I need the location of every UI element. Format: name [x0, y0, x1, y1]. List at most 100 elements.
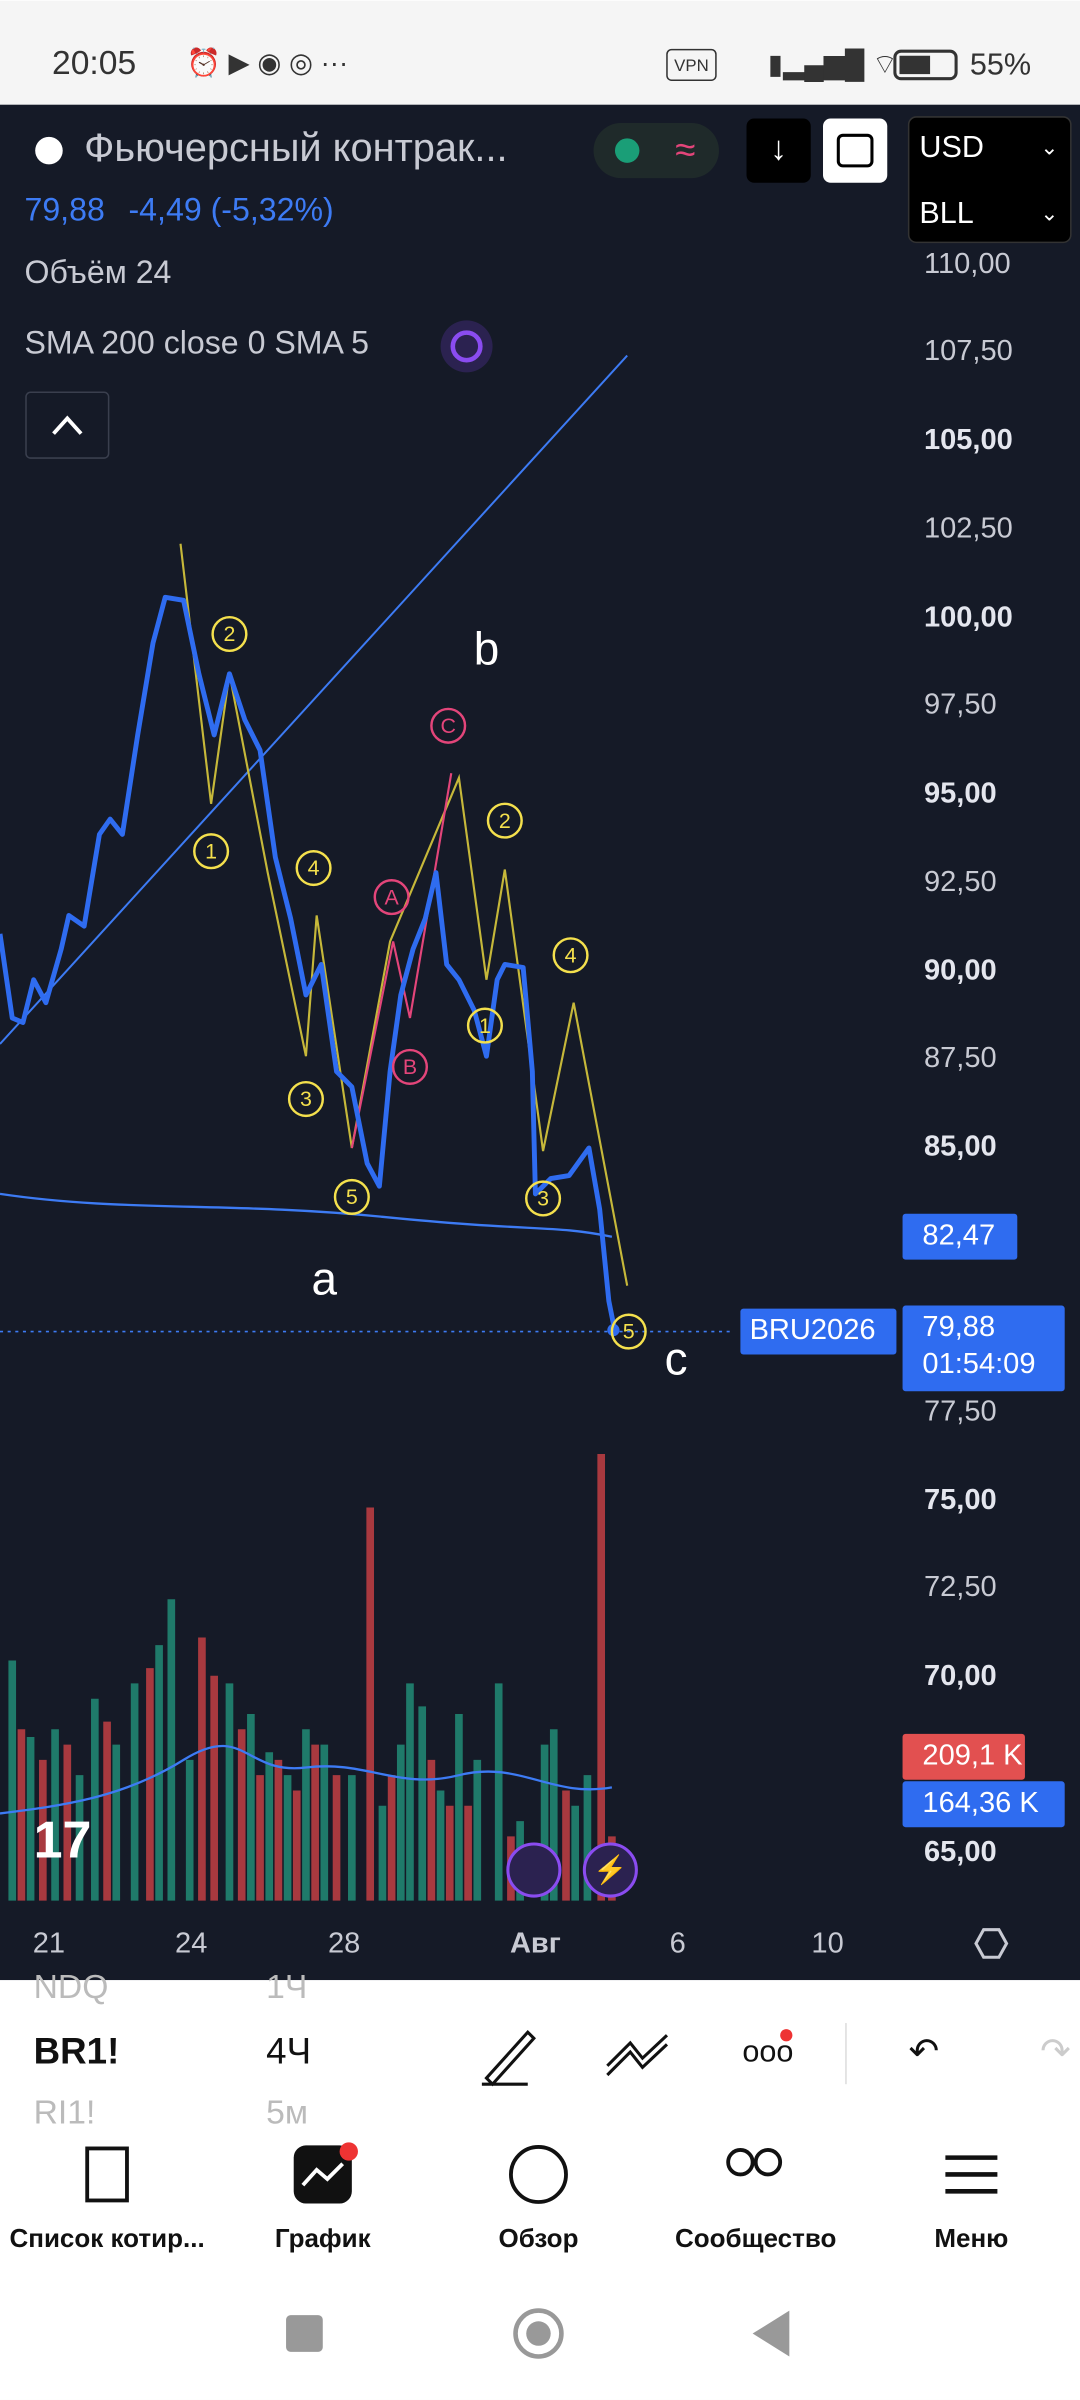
price-label: 75,00 — [924, 1484, 997, 1516]
wave-letter: b — [474, 622, 500, 674]
price-label: 100,00 — [924, 601, 1013, 633]
price-label: 97,50 — [924, 689, 997, 721]
battery-level — [899, 55, 931, 75]
price-label: 102,50 — [924, 513, 1013, 545]
battery-icon — [893, 49, 958, 81]
recents[interactable] — [286, 2315, 323, 2352]
collapse-btn[interactable] — [25, 391, 110, 459]
badge — [780, 2029, 793, 2042]
chart-bg — [0, 104, 1080, 1981]
quote-price: 79,88 — [24, 191, 104, 227]
wave-circle — [466, 1007, 503, 1044]
undo[interactable]: ↶ — [909, 2030, 940, 2071]
time-axis: 21 24 28 Авг 6 10 — [33, 1928, 844, 1960]
tag-vol-blue — [902, 1781, 1065, 1828]
wave-impulse: 5 — [346, 1185, 358, 1209]
price-label: 105,00 — [924, 424, 1013, 456]
sync-btn[interactable] — [440, 320, 493, 373]
wave-circle — [430, 707, 467, 744]
price-label: 90,00 — [924, 955, 997, 987]
btn-down[interactable] — [746, 118, 811, 183]
nav-icon-menu — [945, 2155, 998, 2194]
nav-label[interactable]: Меню — [934, 2223, 1008, 2253]
nav-labels: Список котир... График Обзор Сообщество Меню — [9, 2223, 1008, 2253]
wave-correction: A — [384, 885, 399, 909]
tag-vol-red — [902, 1733, 1025, 1780]
nav-icon-community — [753, 2148, 783, 2177]
unit[interactable]: BLL — [919, 196, 973, 230]
nav-label[interactable]: Обзор — [498, 2223, 578, 2253]
down-icon: ↓ — [770, 130, 787, 167]
quote-change: -4,49 (-5,32%) — [128, 191, 333, 227]
sma-line — [0, 1192, 613, 1238]
redo[interactable]: ↷ — [1040, 2030, 1071, 2071]
wave-circle — [211, 615, 248, 653]
time-label: 24 — [175, 1928, 207, 1960]
nav-icon-explore — [509, 2145, 568, 2204]
unit-box[interactable] — [907, 116, 1072, 244]
home-dot — [526, 2321, 551, 2346]
back[interactable] — [752, 2310, 790, 2357]
chevron: ⌄ — [1040, 136, 1058, 160]
interval-current[interactable]: 4Ч — [266, 2030, 311, 2071]
symbol-current[interactable]: BR1! — [34, 2030, 120, 2071]
battery: 55% — [970, 48, 1031, 82]
currency[interactable]: USD — [919, 130, 984, 164]
wave-icon: ≈ — [675, 129, 695, 170]
nav-label[interactable]: График — [275, 2223, 372, 2253]
replay-btn[interactable] — [506, 1842, 562, 1898]
interval-prev[interactable]: 1Ч — [266, 1969, 307, 2006]
price-label: 77,50 — [924, 1395, 997, 1427]
wave-circle — [610, 1313, 647, 1350]
volume-red: 209,1 K — [922, 1739, 1023, 1771]
signal: ▮▂▄▆█ ⌔ — [768, 48, 898, 83]
sma-price: 82,47 — [922, 1219, 995, 1251]
symbol-prev[interactable]: NDQ — [34, 1969, 109, 2006]
wave-circle — [552, 937, 589, 974]
wave-impulse: 3 — [537, 1187, 549, 1211]
nav-badge — [339, 2142, 358, 2161]
price-line — [0, 594, 618, 1333]
settings-icon[interactable] — [974, 1928, 1009, 1959]
wave-circle — [295, 849, 332, 887]
time-label: 21 — [33, 1928, 65, 1960]
wave-circle — [333, 1178, 370, 1215]
wave-circle — [486, 802, 523, 839]
btn-fullscreen[interactable] — [823, 118, 888, 183]
tag-ticker — [740, 1308, 897, 1355]
wave-circle — [391, 1048, 429, 1085]
volume-indicator[interactable]: Объём 24 — [24, 254, 171, 290]
wave-circle — [287, 1080, 324, 1118]
status-pill — [593, 123, 719, 179]
pattern-tool[interactable] — [606, 2034, 669, 2077]
wave-circle — [525, 1180, 562, 1217]
tag-last — [902, 1305, 1065, 1392]
sma-indicator[interactable]: SMA 200 close 0 SMA 5 — [24, 324, 368, 360]
countdown: 01:54:09 — [922, 1348, 1035, 1380]
wave-impulse: 2 — [499, 809, 511, 833]
symbol-next[interactable]: RI1! — [34, 2095, 96, 2132]
price-axis: 110,00 107,50 105,00 102,50 100,00 97,50 95,00… — [924, 248, 1013, 1868]
price-label: 107,50 — [924, 335, 1013, 367]
status-icons: ⏰ ▶ ◉ ◎ ··· — [187, 46, 349, 79]
time-label: Авг — [510, 1928, 561, 1960]
last-point — [607, 1323, 620, 1337]
nav-icon-list — [85, 2146, 129, 2203]
nav-label[interactable]: Сообщество — [675, 2223, 836, 2253]
sync-icon — [450, 330, 483, 363]
interval-next[interactable]: 5м — [266, 2095, 308, 2132]
home[interactable] — [513, 2308, 564, 2359]
symbol[interactable]: Фьючерсный контрак... — [84, 126, 507, 170]
wave-impulse: 4 — [565, 943, 577, 967]
wave-correction: C — [440, 714, 455, 738]
draw-tool[interactable] — [481, 2029, 536, 2087]
alert-btn[interactable] — [582, 1842, 638, 1898]
nav-label[interactable]: Список котир... — [9, 2223, 204, 2253]
time-label: 28 — [328, 1928, 360, 1960]
trend-line — [0, 354, 628, 1045]
wave-impulse: 4 — [308, 856, 320, 880]
chevron: ⌄ — [1040, 202, 1058, 226]
volume-sma — [0, 1744, 613, 1815]
